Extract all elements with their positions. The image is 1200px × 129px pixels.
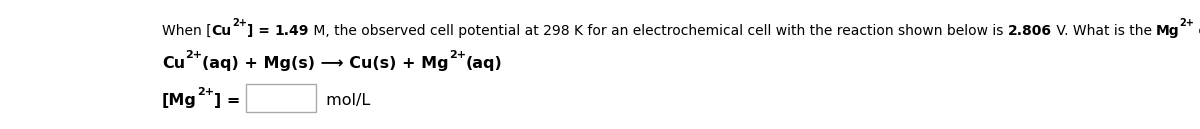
Text: Mg: Mg: [1156, 24, 1180, 38]
Text: 2+: 2+: [232, 18, 247, 28]
Text: 2+: 2+: [449, 50, 466, 60]
Text: concentration in this cell?: concentration in this cell?: [1194, 24, 1200, 38]
Text: Cu: Cu: [211, 24, 232, 38]
Text: 2.806: 2.806: [1008, 24, 1051, 38]
Text: 2+: 2+: [1180, 18, 1194, 28]
Text: Cu: Cu: [162, 56, 185, 71]
FancyBboxPatch shape: [246, 84, 316, 112]
Text: ] =: ] =: [247, 24, 275, 38]
Text: [Mg: [Mg: [162, 93, 197, 108]
Text: ] =: ] =: [214, 93, 246, 108]
Text: (aq): (aq): [466, 56, 503, 71]
Text: V. What is the: V. What is the: [1051, 24, 1156, 38]
Text: 1.49: 1.49: [275, 24, 308, 38]
Text: mol/L: mol/L: [322, 93, 371, 108]
Text: 2+: 2+: [197, 87, 214, 97]
Text: 2+: 2+: [185, 50, 203, 60]
Text: When [: When [: [162, 24, 211, 38]
Text: M, the observed cell potential at 298 K for an electrochemical cell with the rea: M, the observed cell potential at 298 K …: [308, 24, 1008, 38]
Text: (aq) + Mg(s) ⟶ Cu(s) + Mg: (aq) + Mg(s) ⟶ Cu(s) + Mg: [203, 56, 449, 71]
